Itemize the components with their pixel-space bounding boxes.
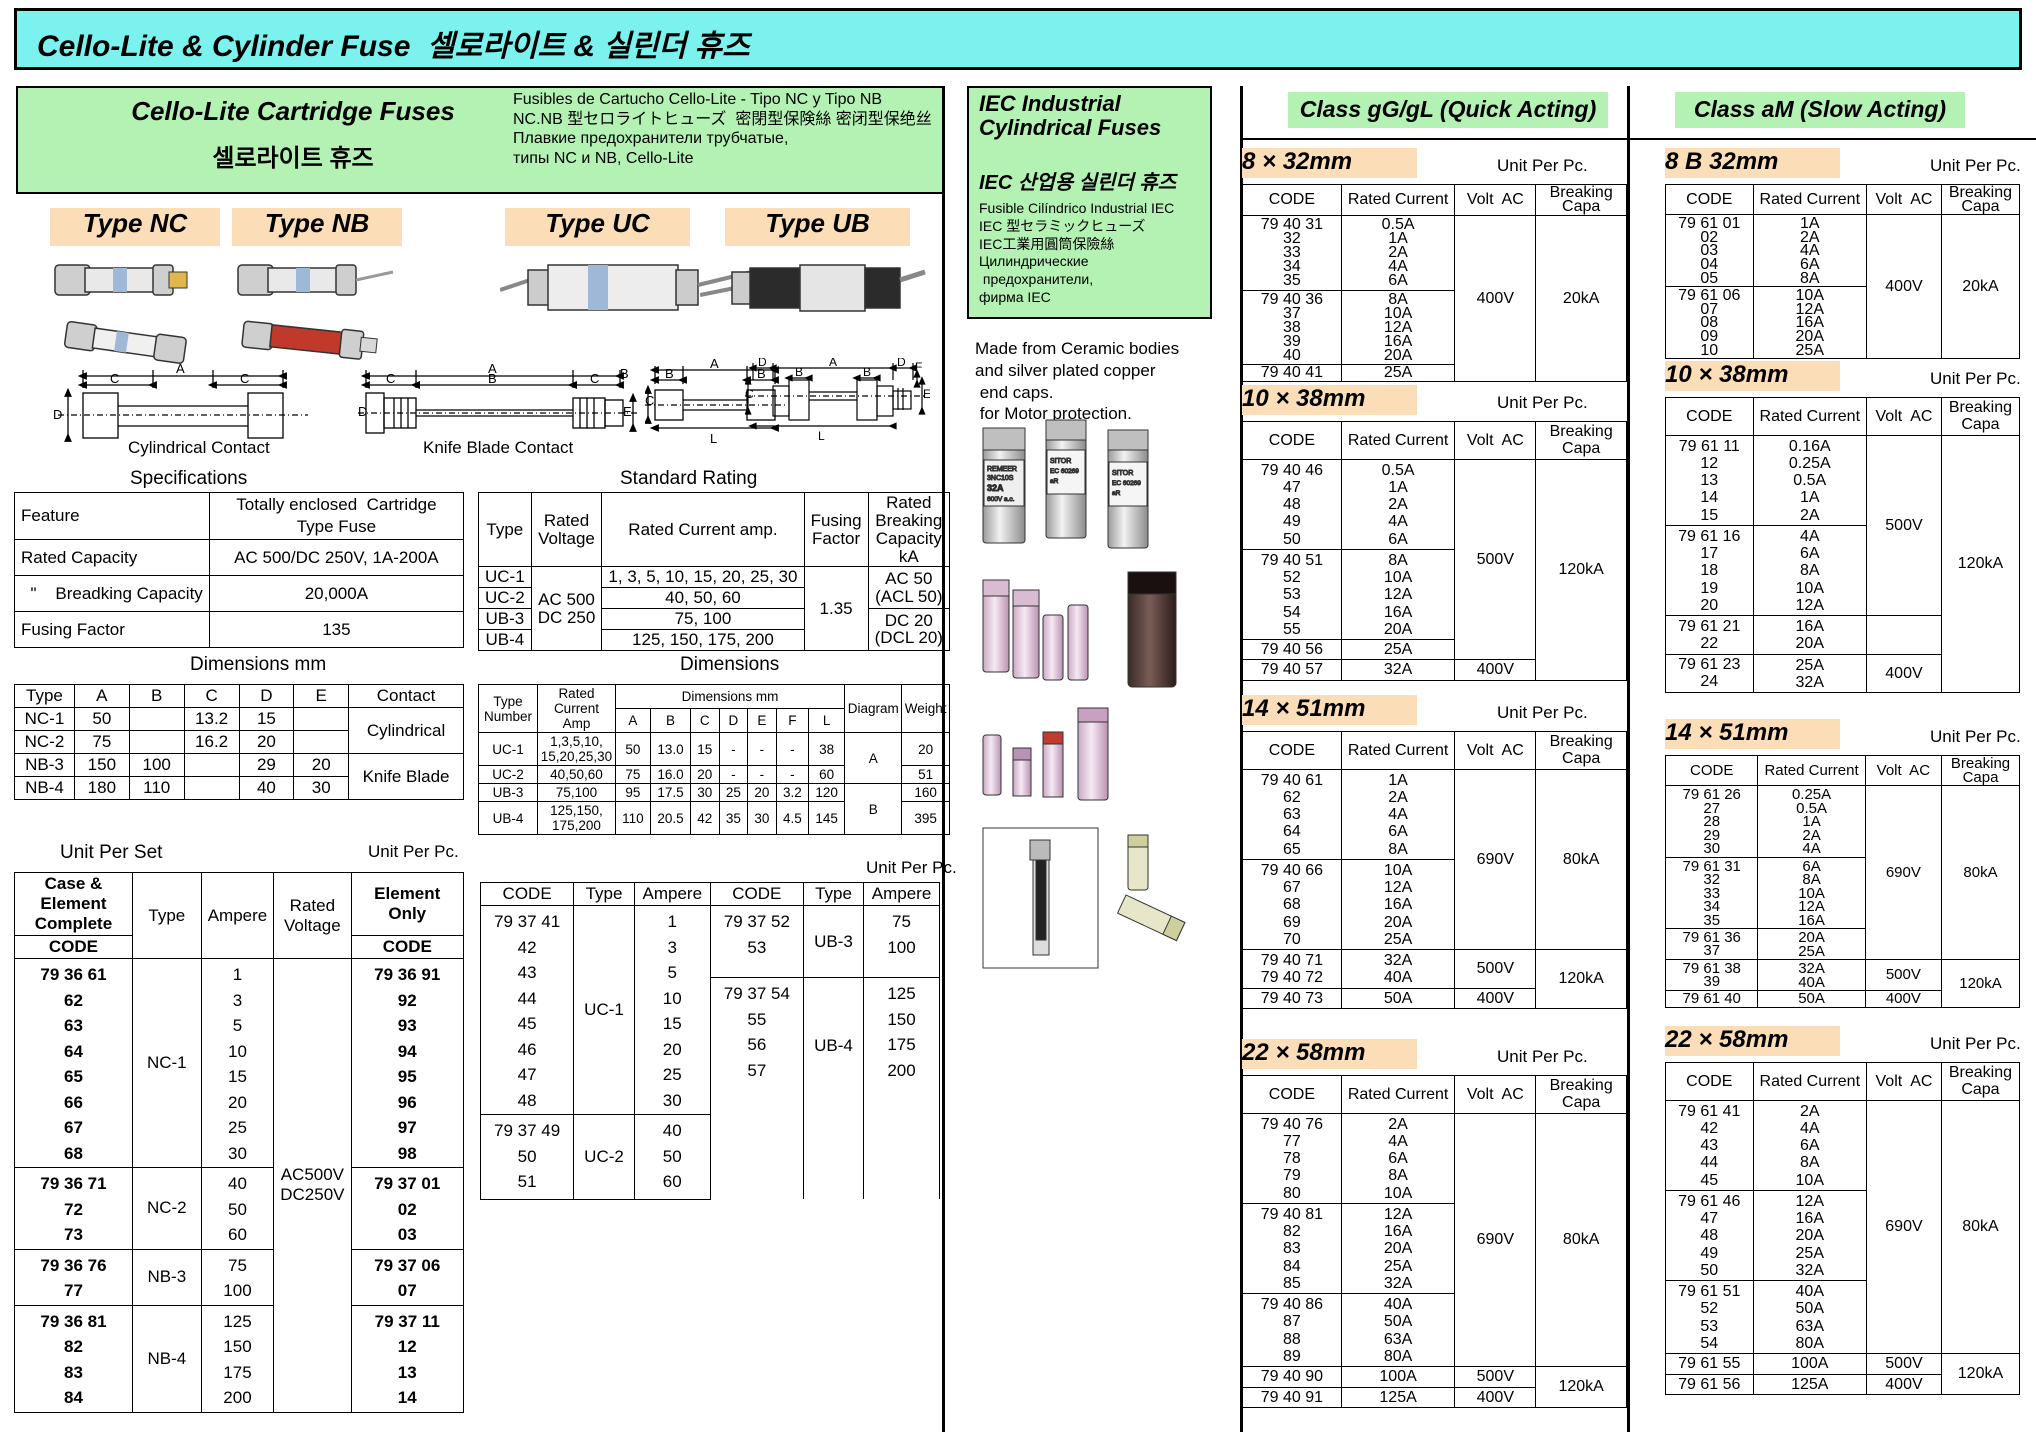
svg-text:B: B [620,366,629,381]
svg-text:aR: aR [1112,490,1121,497]
svg-text:C: C [590,371,599,386]
svg-text:C: C [386,371,395,386]
svg-text:D: D [53,407,62,422]
svg-text:L: L [710,431,717,446]
svg-text:E: E [623,404,632,419]
svg-text:Cylindrical Contact: Cylindrical Contact [128,438,270,457]
svg-text:3NC10S: 3NC10S [987,475,1014,482]
svg-text:aR: aR [1050,478,1059,485]
svg-text:D: D [897,358,906,369]
svg-text:B: B [863,365,871,379]
svg-text:D: D [758,358,767,369]
svg-text:D: D [358,404,367,419]
svg-text:SITOR: SITOR [1050,458,1071,465]
svg-text:L: L [818,429,825,443]
svg-text:A: A [829,358,837,369]
svg-text:C: C [240,371,249,386]
svg-text:B: B [795,365,803,379]
svg-text:32A: 32A [987,483,1004,493]
svg-text:SITOR: SITOR [1112,470,1133,477]
svg-text:A: A [710,358,719,371]
svg-text:E: E [923,387,930,401]
svg-text:C: C [745,387,754,401]
svg-text:F: F [915,360,922,374]
svg-text:EC 60269: EC 60269 [1050,468,1079,475]
svg-text:C: C [110,371,119,386]
svg-text:EC 60269: EC 60269 [1112,480,1141,487]
svg-text:Knife Blade Contact: Knife Blade Contact [423,438,574,457]
svg-text:REMEER: REMEER [987,466,1017,473]
svg-text:C: C [645,393,654,408]
svg-text:B: B [665,366,674,381]
svg-text:A: A [176,361,185,376]
svg-text:600V a.c.: 600V a.c. [987,496,1015,503]
svg-text:B: B [488,371,497,386]
